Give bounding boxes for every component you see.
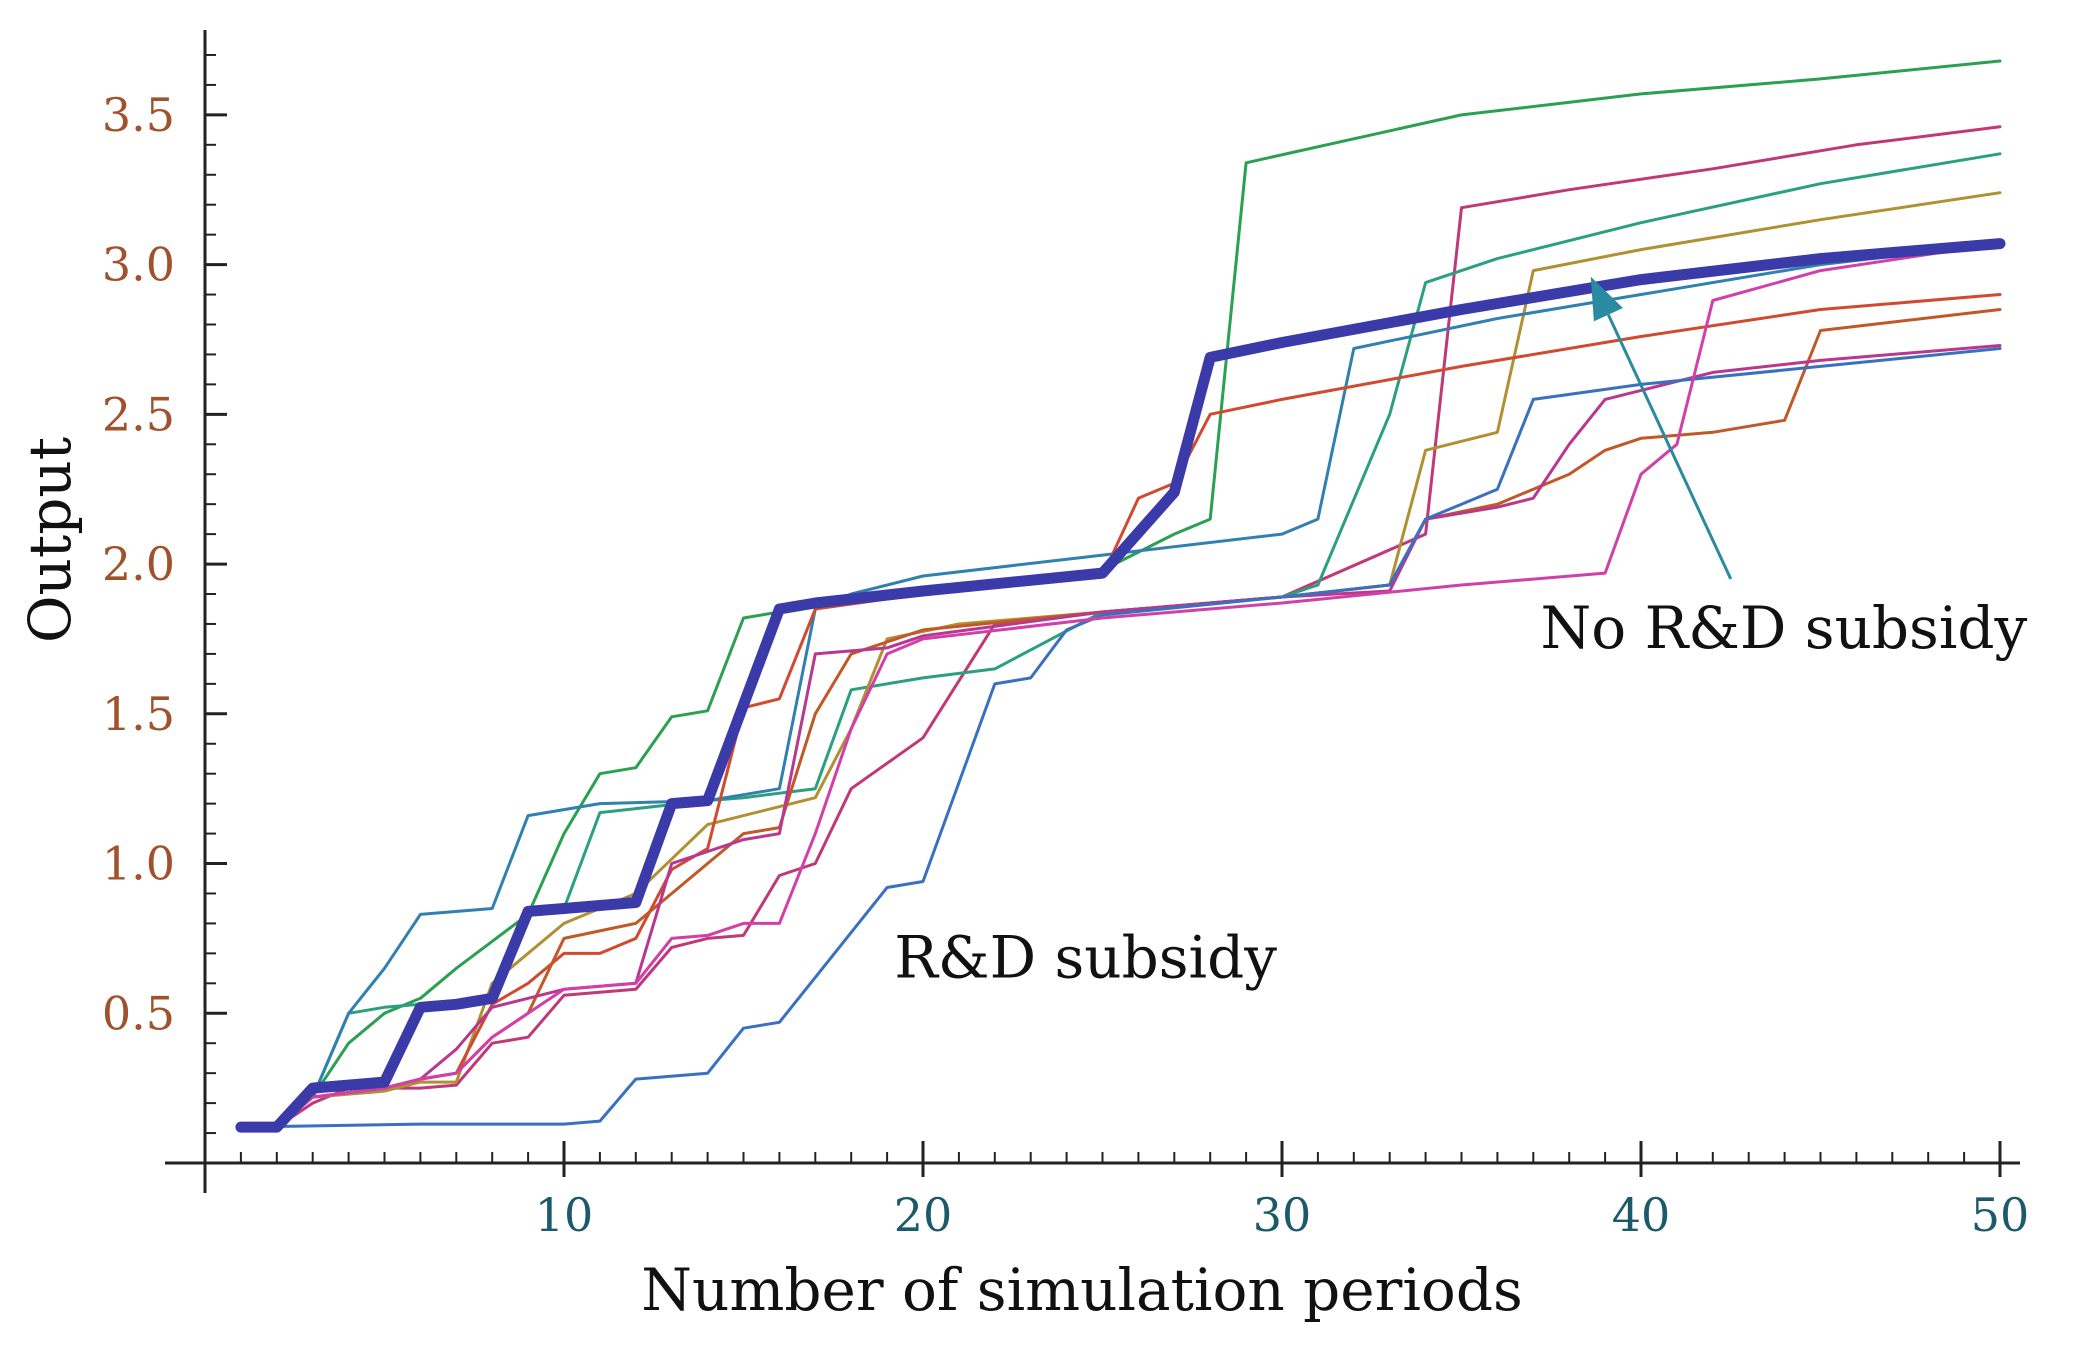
annotation-no-rd-subsidy: No R&D subsidy — [1540, 594, 2027, 662]
series-line-3 — [239, 152, 2002, 1129]
y-tick-label: 3.5 — [102, 88, 175, 142]
axes-layer — [165, 30, 2020, 1193]
series-line-0 — [235, 238, 2006, 1133]
ticks-layer — [205, 53, 2002, 1177]
annotation-rd-subsidy: R&D subsidy — [894, 923, 1277, 991]
y-axis-title: Output — [16, 437, 84, 643]
x-tick-label: 30 — [1253, 1188, 1312, 1242]
series-line-9 — [239, 347, 2002, 1129]
labels-layer: 10 20 30 40 50 0.5 1.0 1.5 2.0 2.5 3.0 3.5 — [102, 88, 2029, 1242]
series-line-10 — [239, 242, 2002, 1129]
x-tick-label: 50 — [1971, 1188, 2030, 1242]
x-tick-label: 10 — [535, 1188, 594, 1242]
y-tick-label: 2.0 — [102, 537, 175, 591]
x-tick-label: 20 — [894, 1188, 953, 1242]
y-tick-label: 1.5 — [102, 687, 175, 741]
series-line-1 — [239, 59, 2002, 1126]
x-axis-title: Number of simulation periods — [641, 1256, 1522, 1324]
y-tick-label: 0.5 — [102, 986, 175, 1040]
x-tick-label: 40 — [1612, 1188, 1671, 1242]
annotation-arrow-head — [1590, 276, 1623, 322]
series-layer — [235, 59, 2006, 1133]
annotation-arrow — [1607, 314, 1733, 580]
y-tick-label: 3.0 — [102, 238, 175, 292]
y-tick-label: 2.5 — [102, 387, 175, 441]
series-line-8 — [239, 344, 2002, 1129]
series-line-5 — [239, 242, 2002, 1129]
y-tick-label: 1.0 — [102, 837, 175, 891]
